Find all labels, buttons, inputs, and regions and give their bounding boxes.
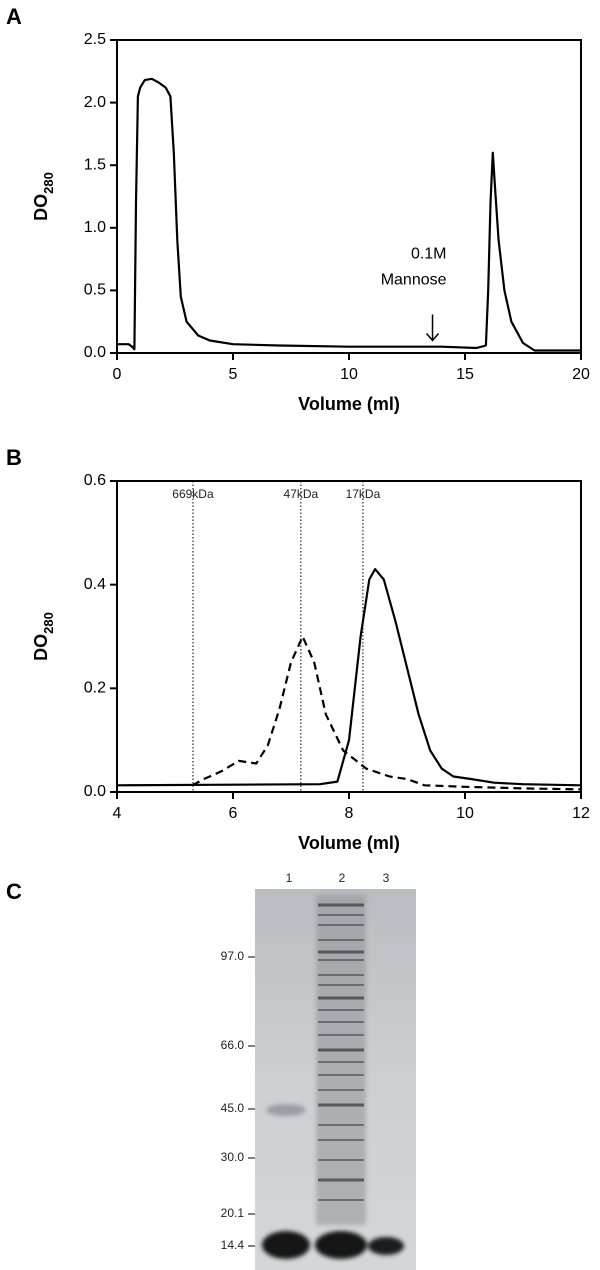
marker-label: 30.0 — [221, 1150, 245, 1164]
y-tick-label: 1.5 — [84, 156, 106, 173]
marker-label: 45.0 — [221, 1101, 245, 1115]
lane-label: 2 — [339, 871, 346, 885]
y-tick-label: 1.0 — [84, 219, 106, 236]
y-axis-title: DO280 — [31, 172, 56, 221]
y-tick-label: 2.5 — [84, 31, 106, 48]
y-axis-title: DO280 — [31, 612, 56, 661]
annotation-arrowhead — [425, 332, 440, 342]
x-tick-label: 10 — [340, 366, 358, 383]
x-tick-label: 12 — [572, 805, 590, 822]
lane-label: 1 — [286, 871, 293, 885]
x-tick-label: 10 — [456, 805, 474, 822]
marker-label: 20.1 — [221, 1206, 245, 1220]
plot-frame — [116, 480, 582, 793]
x-tick-label: 6 — [229, 805, 238, 822]
marker-label: 14.4 — [221, 1238, 245, 1252]
y-axis-title-text: DO — [31, 634, 51, 661]
x-tick-label: 4 — [113, 805, 122, 822]
x-tick-label: 20 — [572, 366, 590, 383]
reference-label: 669kDa — [172, 487, 214, 501]
annotation-text: Mannose — [381, 272, 447, 289]
panel-label: A — [6, 4, 22, 29]
plot-frame — [116, 39, 582, 354]
y-tick-label: 0.5 — [84, 282, 106, 299]
panel-label: C — [6, 879, 22, 904]
series-line — [116, 568, 582, 787]
x-axis-title: Volume (ml) — [298, 833, 400, 853]
y-tick-label: 0.0 — [84, 344, 106, 361]
panel-label: B — [6, 445, 22, 470]
y-axis-title-subscript: 280 — [41, 172, 56, 194]
series-line — [117, 77, 581, 352]
y-tick-label: 0.6 — [84, 472, 106, 489]
y-tick-label: 0.0 — [84, 783, 106, 800]
annotation-text: 0.1M — [411, 246, 447, 263]
marker-label: 97.0 — [221, 949, 245, 963]
y-tick-label: 0.2 — [84, 680, 106, 697]
y-axis-title-text: DO — [31, 194, 51, 221]
y-tick-label: 2.0 — [84, 94, 106, 111]
lane-label: 3 — [383, 871, 390, 885]
x-tick-label: 8 — [345, 805, 354, 822]
reference-label: 17kDa — [346, 487, 381, 501]
x-tick-label: 5 — [229, 366, 238, 383]
reference-label: 47kDa — [284, 487, 319, 501]
gel-image — [255, 889, 416, 1270]
series-line — [191, 635, 582, 791]
marker-label: 66.0 — [221, 1038, 245, 1052]
x-axis-title: Volume (ml) — [298, 394, 400, 414]
x-tick-label: 0 — [113, 366, 122, 383]
y-tick-label: 0.4 — [84, 576, 106, 593]
y-axis-title-subscript: 280 — [41, 612, 56, 634]
x-tick-label: 15 — [456, 366, 474, 383]
